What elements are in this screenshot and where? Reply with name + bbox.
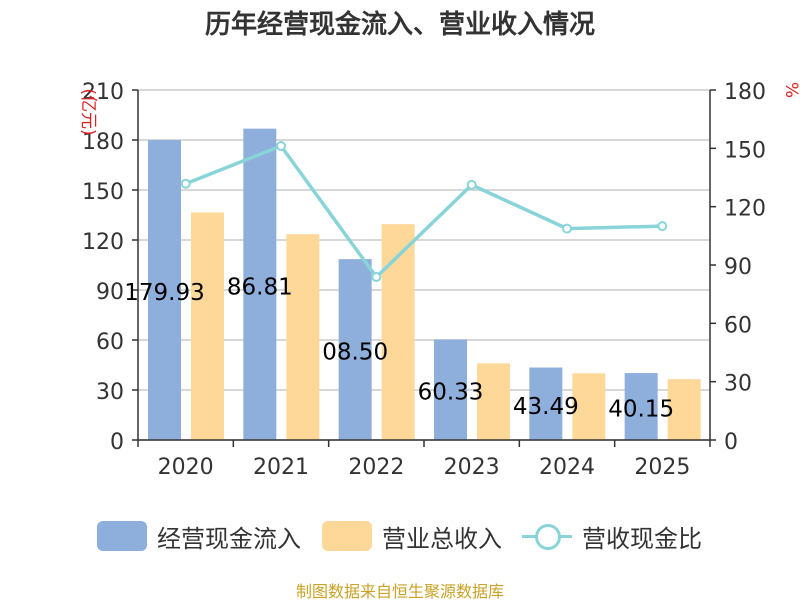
y-right-axis-label: %: [781, 82, 800, 98]
bar-cash-inflow: [243, 128, 277, 440]
bar-cash-inflow: [148, 140, 181, 440]
source-note: 制图数据来自恒生聚源数据库: [295, 582, 504, 601]
bar-cash-inflow: [529, 367, 563, 440]
x-tick-label: 2020: [158, 455, 214, 480]
y-left-axis-label: (亿元): [78, 88, 98, 135]
ratio-point: [276, 141, 286, 151]
y-left-tick-label: 210: [82, 80, 124, 105]
y-right-tick-label: 90: [724, 255, 752, 280]
legend: 经营现金流入 营业总收入 营收现金比: [0, 516, 800, 556]
ratio-point: [657, 221, 668, 232]
y-right-tick-label: 120: [724, 197, 766, 222]
x-tick-label: 2025: [634, 455, 690, 480]
y-left-tick-label: 150: [82, 180, 124, 205]
y-left-tick-label: 60: [96, 330, 124, 355]
data-label-cash-inflow: 179.93: [124, 280, 204, 306]
y-right-tick-label: 180: [724, 80, 766, 105]
bar-cash-inflow: [434, 339, 467, 440]
y-right-tick-label: 60: [724, 313, 752, 338]
ratio-point: [466, 179, 477, 190]
bar-cash-inflow: [338, 259, 372, 440]
legend-item-cash-inflow[interactable]: 经营现金流入: [97, 516, 301, 556]
bar-revenue: [572, 373, 606, 440]
x-tick-label: 2021: [253, 455, 309, 480]
legend-label-ratio: 营收现金比: [582, 524, 702, 553]
ratio-line-layer: [180, 141, 668, 283]
ratio-point: [562, 223, 572, 234]
axes: 03060901201501802100306090120150180(亿元)%…: [78, 80, 800, 480]
data-label-cash-inflow: 60.33: [418, 380, 484, 406]
bar-cash-inflow: [624, 373, 658, 440]
data-label-cash-inflow: 86.81: [227, 274, 293, 300]
data-labels: 179.93 86.81 08.50 60.33 43.49 40.15: [124, 274, 674, 422]
ratio-line: [185, 144, 663, 279]
data-label-cash-inflow: 43.49: [513, 394, 579, 420]
y-left-tick-label: 90: [96, 280, 124, 305]
ratio-point: [180, 178, 191, 189]
legend-label-cash-inflow: 经营现金流入: [157, 524, 301, 553]
legend-swatch-cash-inflow: [97, 521, 147, 551]
legend-label-revenue: 营业总收入: [382, 524, 502, 553]
legend-swatch-revenue: [322, 521, 372, 551]
x-tick-label: 2023: [444, 455, 500, 480]
bar-revenue: [286, 234, 320, 440]
x-tick-label: 2022: [348, 455, 404, 480]
x-tick-label: 2024: [539, 455, 595, 480]
legend-item-ratio[interactable]: 营收现金比: [522, 516, 702, 556]
data-label-cash-inflow: 08.50: [322, 340, 388, 366]
y-left-tick-label: 120: [82, 230, 124, 255]
y-left-tick-label: 30: [96, 380, 124, 405]
bar-revenue: [191, 212, 224, 440]
chart-title: 历年经营现金流入、营业收入情况: [204, 10, 595, 40]
data-label-cash-inflow: 40.15: [608, 397, 674, 423]
y-left-tick-label: 180: [82, 130, 124, 155]
y-right-tick-label: 30: [724, 372, 752, 397]
y-left-tick-label: 0: [110, 430, 124, 455]
ratio-point: [371, 272, 382, 283]
legend-line-marker-icon: [522, 521, 572, 551]
bar-revenue: [667, 379, 701, 440]
y-right-tick-label: 0: [724, 430, 738, 455]
bar-revenue: [477, 363, 510, 440]
bar-revenue: [381, 224, 415, 440]
bars: [148, 128, 701, 440]
y-right-tick-label: 150: [724, 138, 766, 163]
legend-item-revenue[interactable]: 营业总收入: [322, 516, 502, 556]
